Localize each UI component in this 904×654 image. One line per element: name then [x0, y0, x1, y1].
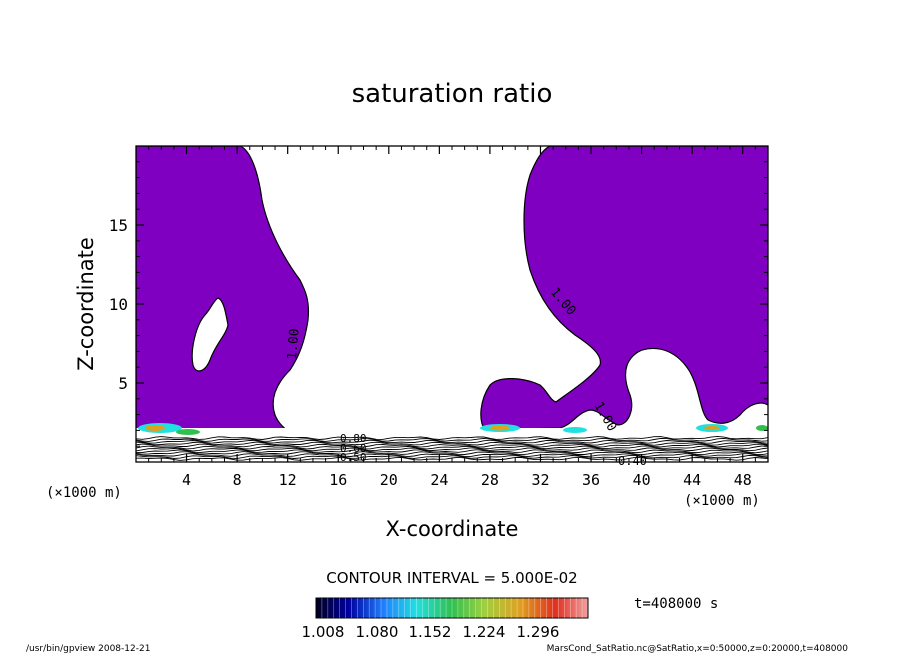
contour-line [136, 445, 768, 450]
colorbar [315, 597, 589, 619]
y-axis-label: Z-coordinate [74, 237, 98, 371]
colorbar-label: 1.080 [356, 623, 399, 641]
colorbar-labels: 1.008 1.080 1.152 1.224 1.296 [302, 623, 560, 641]
colorbar-label: 1.296 [517, 623, 560, 641]
contour-label: 0.60 [340, 442, 367, 455]
x-tick-label: 16 [329, 471, 347, 489]
contour-line [136, 449, 768, 454]
contour-line [136, 443, 768, 448]
contour-line [136, 437, 768, 442]
contour-line [136, 441, 768, 446]
contour-line [136, 453, 768, 458]
x-unit-left: (×1000 m) [46, 485, 122, 501]
y-axis: 5 10 15 [109, 161, 768, 447]
y-tick-label: 10 [109, 295, 128, 314]
contour-line [136, 454, 768, 459]
saturated-region-left [136, 146, 310, 441]
contour-line [136, 439, 768, 444]
x-tick-label: 8 [233, 471, 242, 489]
contour-label: 0.80 [340, 432, 367, 445]
x-tick-label: 28 [481, 471, 499, 489]
x-tick-label: 32 [531, 471, 549, 489]
x-axis: 4 8 12 16 20 24 28 32 36 40 44 48 [148, 146, 756, 489]
unsaturated-hole [191, 297, 229, 372]
colorbar-label: 1.224 [463, 623, 506, 641]
plot-area [136, 146, 768, 462]
colorbar-label: 1.152 [409, 623, 452, 641]
x-tick-label: 12 [279, 471, 297, 489]
x-unit-right: (×1000 m) [684, 493, 760, 509]
x-tick-label: 4 [182, 471, 191, 489]
contour-label: 1.00 [285, 328, 303, 361]
y-tick-label: 5 [118, 374, 128, 393]
x-tick-label: 24 [430, 471, 448, 489]
x-tick-label: 36 [582, 471, 600, 489]
x-tick-label: 20 [380, 471, 398, 489]
y-tick-label: 15 [109, 216, 128, 235]
footer-right: MarsCond_SatRatio.nc@SatRatio,x=0:50000,… [547, 644, 849, 654]
x-tick-label: 48 [734, 471, 752, 489]
contour-interval: CONTOUR INTERVAL = 5.000E-02 [326, 569, 577, 587]
x-tick-label: 40 [633, 471, 651, 489]
chart-title: saturation ratio [352, 79, 553, 109]
contour-label: 0.50 [340, 451, 367, 464]
footer-left: /usr/bin/gpview 2008-12-21 [26, 644, 150, 654]
colorbar-label: 1.008 [302, 623, 345, 641]
contour-line [136, 447, 768, 452]
contour-label: 0.40 [618, 454, 647, 468]
time-label: t=408000 s [634, 596, 718, 612]
contour-line [136, 435, 768, 440]
x-tick-label: 44 [683, 471, 701, 489]
contour-line [136, 451, 768, 456]
x-axis-label: X-coordinate [386, 517, 519, 541]
hotspots [138, 423, 768, 435]
